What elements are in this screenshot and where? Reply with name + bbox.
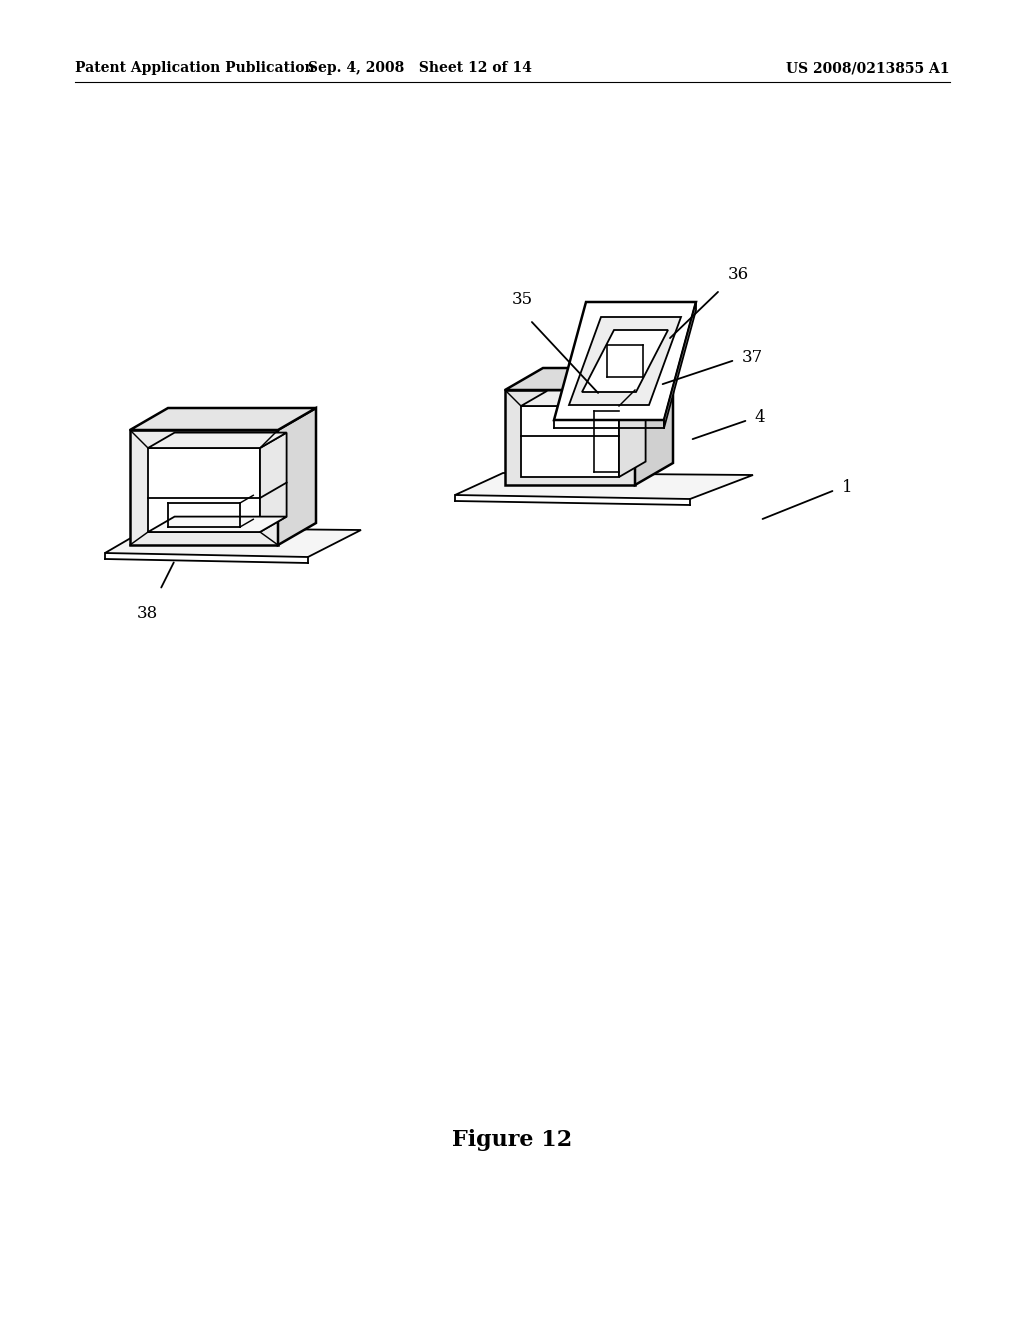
Polygon shape	[635, 368, 673, 484]
Text: 4: 4	[754, 408, 765, 425]
Polygon shape	[130, 430, 278, 545]
Polygon shape	[105, 528, 361, 557]
Polygon shape	[554, 302, 696, 420]
Text: 37: 37	[742, 348, 763, 366]
Polygon shape	[582, 330, 668, 392]
Text: 38: 38	[136, 605, 158, 622]
Polygon shape	[148, 433, 287, 447]
Text: Figure 12: Figure 12	[452, 1129, 572, 1151]
Polygon shape	[148, 447, 260, 532]
Text: Patent Application Publication: Patent Application Publication	[75, 61, 314, 75]
Polygon shape	[521, 391, 645, 407]
Polygon shape	[148, 516, 287, 532]
Polygon shape	[505, 368, 673, 389]
Text: 1: 1	[842, 479, 853, 495]
Text: 35: 35	[511, 290, 532, 308]
Polygon shape	[278, 408, 316, 545]
Text: US 2008/0213855 A1: US 2008/0213855 A1	[786, 61, 950, 75]
Text: 36: 36	[728, 267, 750, 282]
Polygon shape	[505, 389, 635, 484]
Polygon shape	[569, 317, 681, 405]
Polygon shape	[455, 473, 753, 499]
Text: Sep. 4, 2008   Sheet 12 of 14: Sep. 4, 2008 Sheet 12 of 14	[308, 61, 531, 75]
Polygon shape	[130, 408, 316, 430]
Polygon shape	[521, 407, 618, 477]
Polygon shape	[260, 433, 287, 532]
Polygon shape	[618, 391, 645, 477]
Polygon shape	[664, 302, 696, 428]
